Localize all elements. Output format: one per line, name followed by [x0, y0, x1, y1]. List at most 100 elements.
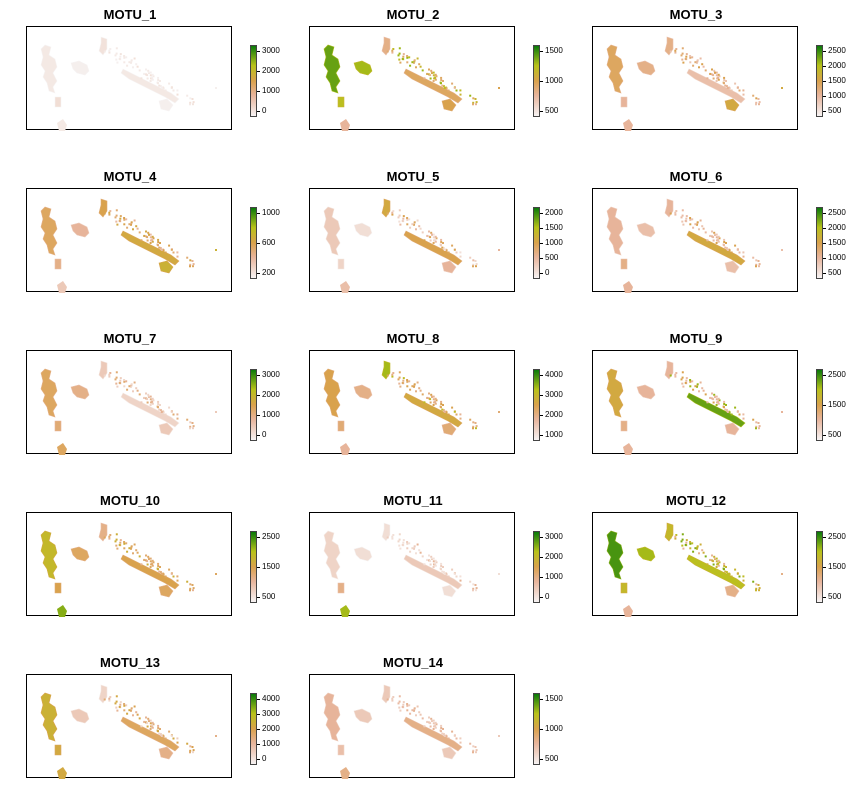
island-cell — [723, 565, 726, 567]
island-cell — [157, 79, 160, 81]
land-region — [54, 420, 62, 432]
island-cell — [725, 242, 727, 244]
land-region — [620, 96, 628, 108]
legend-tick — [257, 729, 260, 730]
legend-tick — [540, 729, 543, 730]
island-cell — [411, 547, 414, 550]
legend-tick — [823, 213, 826, 214]
land-region — [636, 60, 656, 76]
island-cell — [443, 249, 446, 251]
island-cell — [176, 251, 179, 254]
island-cell — [125, 542, 128, 545]
island-cell — [736, 86, 739, 89]
island-cell — [191, 422, 194, 424]
land-region — [98, 522, 108, 542]
land-region — [98, 684, 108, 704]
island-cell — [758, 263, 761, 266]
island-cell — [434, 73, 437, 76]
map-panel: MOTU_3 2500 2000 1500 1000 500 — [566, 8, 846, 138]
island-cell — [149, 557, 152, 560]
island-cell — [682, 385, 685, 388]
island-cell — [429, 239, 432, 242]
island-cell — [416, 543, 419, 546]
island-cell — [709, 72, 712, 75]
island-cell — [723, 76, 726, 79]
island-cell — [123, 61, 126, 64]
color-legend: 2500 1500 500 — [250, 531, 280, 603]
island-cell — [498, 573, 500, 575]
island-cell — [713, 555, 716, 558]
island-cell — [445, 573, 448, 576]
land-region — [70, 708, 90, 724]
island-cell — [401, 57, 404, 60]
map-panel: MOTU_2 1500 1000 500 — [283, 8, 563, 138]
island-cell — [119, 541, 122, 544]
legend-tick — [540, 577, 543, 578]
island-cell — [128, 547, 131, 550]
legend-tick — [257, 375, 260, 376]
island-cell — [459, 575, 462, 578]
island-cell — [391, 697, 394, 700]
island-cell — [758, 265, 760, 268]
legend-tick — [257, 537, 260, 538]
island-cell — [189, 427, 191, 430]
island-cell — [149, 719, 152, 722]
island-cell — [108, 51, 111, 54]
island-cell — [130, 545, 133, 548]
island-cell — [413, 385, 415, 388]
island-cell — [419, 227, 422, 230]
island-cell — [170, 734, 173, 737]
island-cell — [426, 72, 429, 75]
island-cell — [685, 541, 688, 544]
island-cell — [717, 400, 720, 403]
legend-tick — [540, 699, 543, 700]
island-cell — [149, 728, 152, 730]
island-cell — [147, 555, 150, 558]
island-cell — [742, 417, 745, 420]
island-cell — [135, 387, 138, 390]
island-cell — [411, 385, 414, 388]
island-cell — [149, 71, 152, 74]
island-cell — [752, 256, 755, 259]
island-cell — [409, 712, 412, 715]
island-cell — [401, 219, 404, 222]
island-cell — [415, 552, 417, 555]
island-cell — [146, 401, 149, 404]
island-cell — [736, 410, 739, 413]
island-cell — [685, 379, 688, 382]
island-cell — [215, 411, 217, 413]
island-cell — [715, 398, 718, 401]
island-cell — [108, 49, 111, 52]
island-cell — [189, 259, 192, 262]
island-cell — [157, 568, 159, 571]
island-cell — [398, 58, 401, 61]
island-cell — [442, 247, 445, 250]
island-cell — [429, 236, 432, 239]
land-region — [40, 44, 58, 94]
island-cell — [170, 410, 173, 413]
island-cell — [712, 401, 715, 404]
island-cell — [146, 77, 149, 80]
land-region — [441, 584, 457, 598]
panel-title: MOTU_4 — [103, 169, 157, 184]
island-cell — [419, 389, 422, 392]
land-region — [337, 258, 345, 270]
island-cell — [399, 709, 402, 712]
island-cell — [130, 709, 132, 712]
island-cell — [151, 73, 154, 76]
legend-tick — [540, 243, 543, 244]
legend-tick — [823, 537, 826, 538]
island-cell — [406, 61, 409, 64]
island-cell — [742, 89, 745, 92]
map-frame — [26, 350, 232, 455]
island-cell — [696, 385, 698, 388]
island-cell — [475, 589, 477, 592]
land-region — [323, 530, 341, 580]
island-cell — [758, 587, 761, 590]
island-cell — [386, 536, 389, 539]
island-cell — [158, 246, 161, 249]
island-cell — [711, 554, 713, 557]
island-cell — [441, 408, 444, 411]
land-region — [70, 222, 90, 238]
island-cell — [406, 704, 409, 707]
